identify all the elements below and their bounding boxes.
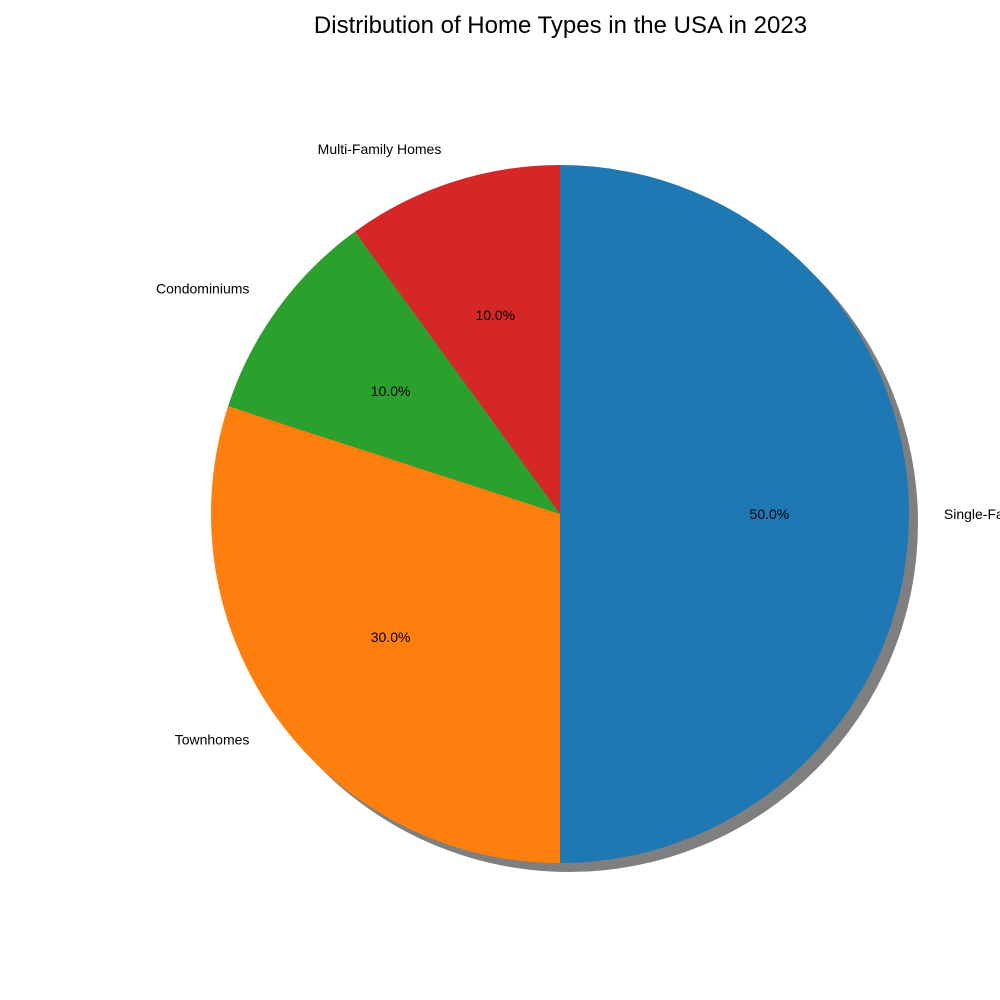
pie-slice-single-family-homes — [560, 165, 909, 863]
slice-label-single-family-homes: Single-Family Homes — [944, 506, 1000, 522]
pct-label-multi-family-homes: 10.0% — [475, 307, 515, 323]
pct-label-townhomes: 30.0% — [371, 629, 411, 645]
slice-label-townhomes: Townhomes — [175, 732, 250, 748]
pie-slice-condominiums — [228, 231, 560, 514]
slice-label-multi-family-homes: Multi-Family Homes — [318, 141, 442, 157]
pct-label-condominiums: 10.0% — [371, 383, 411, 399]
slice-label-condominiums: Condominiums — [156, 280, 249, 296]
pie-slice-layer — [210, 165, 909, 863]
pie-label-layer: Single-Family Homes 50.0% Townhomes 30.0% Co… — [156, 141, 1000, 748]
pct-label-single-family-homes: 50.0% — [750, 506, 790, 522]
pie-slice-multi-family-homes — [354, 165, 560, 514]
pie-slice-townhomes — [210, 406, 561, 863]
chart-title: Distribution of Home Types in the USA in… — [313, 12, 808, 39]
